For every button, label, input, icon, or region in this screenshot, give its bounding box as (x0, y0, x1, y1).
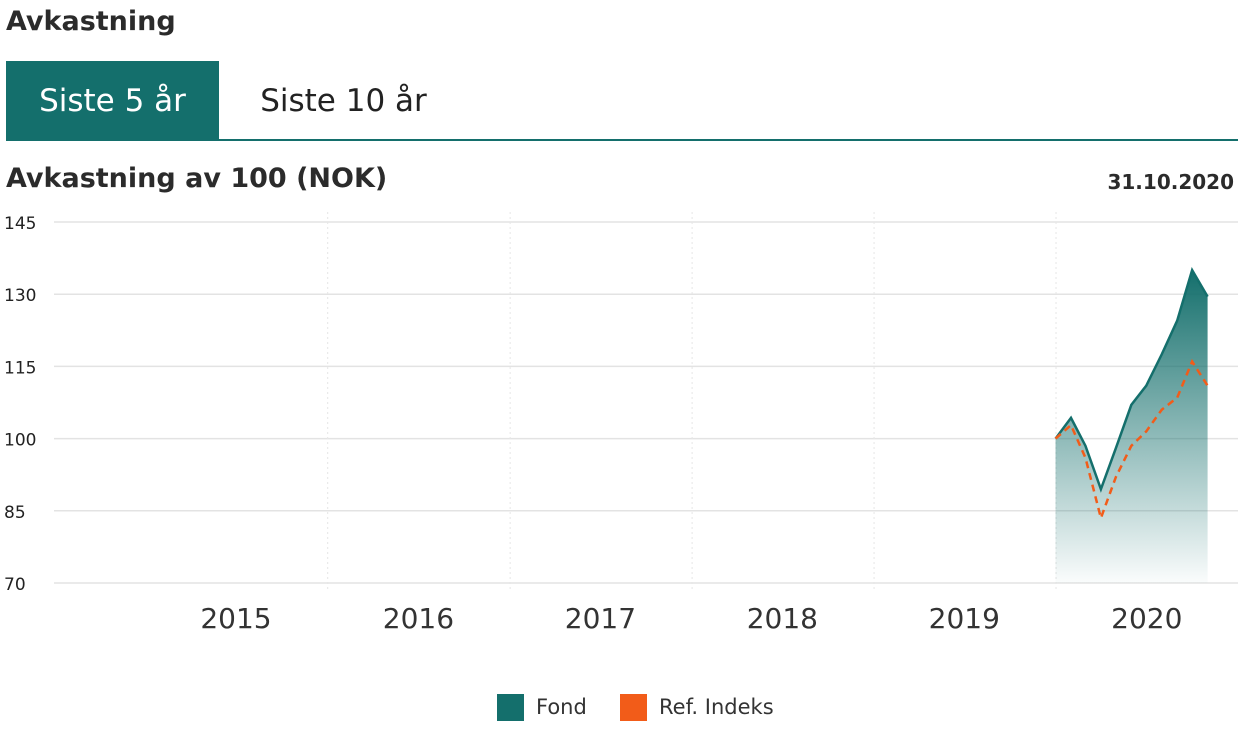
section-title: Avkastning (6, 6, 176, 37)
y-tick-label: 70 (4, 575, 26, 595)
x-tick-label: 2015 (200, 602, 271, 635)
legend-item-ref-indeks[interactable]: Ref. Indeks (620, 690, 774, 724)
tab-siste-10-ar[interactable]: Siste 10 år (260, 83, 427, 119)
fond-area (1055, 270, 1208, 583)
chart-date: 31.10.2020 (1107, 170, 1234, 194)
y-tick-label: 130 (4, 286, 36, 306)
ref-indeks-line (1054, 358, 1209, 523)
y-tick-label: 145 (4, 214, 36, 234)
period-tabs: Siste 5 år Siste 10 år (6, 61, 1238, 141)
legend-swatch-fond (497, 693, 524, 721)
x-tick-label: 2016 (383, 602, 454, 635)
x-tick-label: 2019 (929, 602, 1000, 635)
chart-legend: Fond Ref. Indeks (0, 690, 1250, 724)
legend-label-fond: Fond (536, 695, 587, 719)
x-tick-label: 2020 (1111, 602, 1182, 635)
x-tick-label: 2017 (565, 602, 636, 635)
return-chart: 145 130 115 100 85 70 2015 2016 2017 2018 2019 2020 (4, 212, 1238, 635)
y-tick-label: 85 (4, 503, 26, 523)
legend-item-fond[interactable]: Fond (497, 690, 587, 724)
chart-title: Avkastning av 100 (NOK) (6, 163, 388, 194)
legend-swatch-ref-indeks (620, 693, 647, 721)
y-tick-label: 100 (4, 431, 36, 451)
fond-line (1054, 267, 1209, 493)
y-tick-label: 115 (4, 358, 36, 378)
tab-siste-5-ar[interactable]: Siste 5 år (6, 61, 219, 139)
legend-label-ref-indeks: Ref. Indeks (659, 695, 774, 719)
x-tick-label: 2018 (747, 602, 818, 635)
